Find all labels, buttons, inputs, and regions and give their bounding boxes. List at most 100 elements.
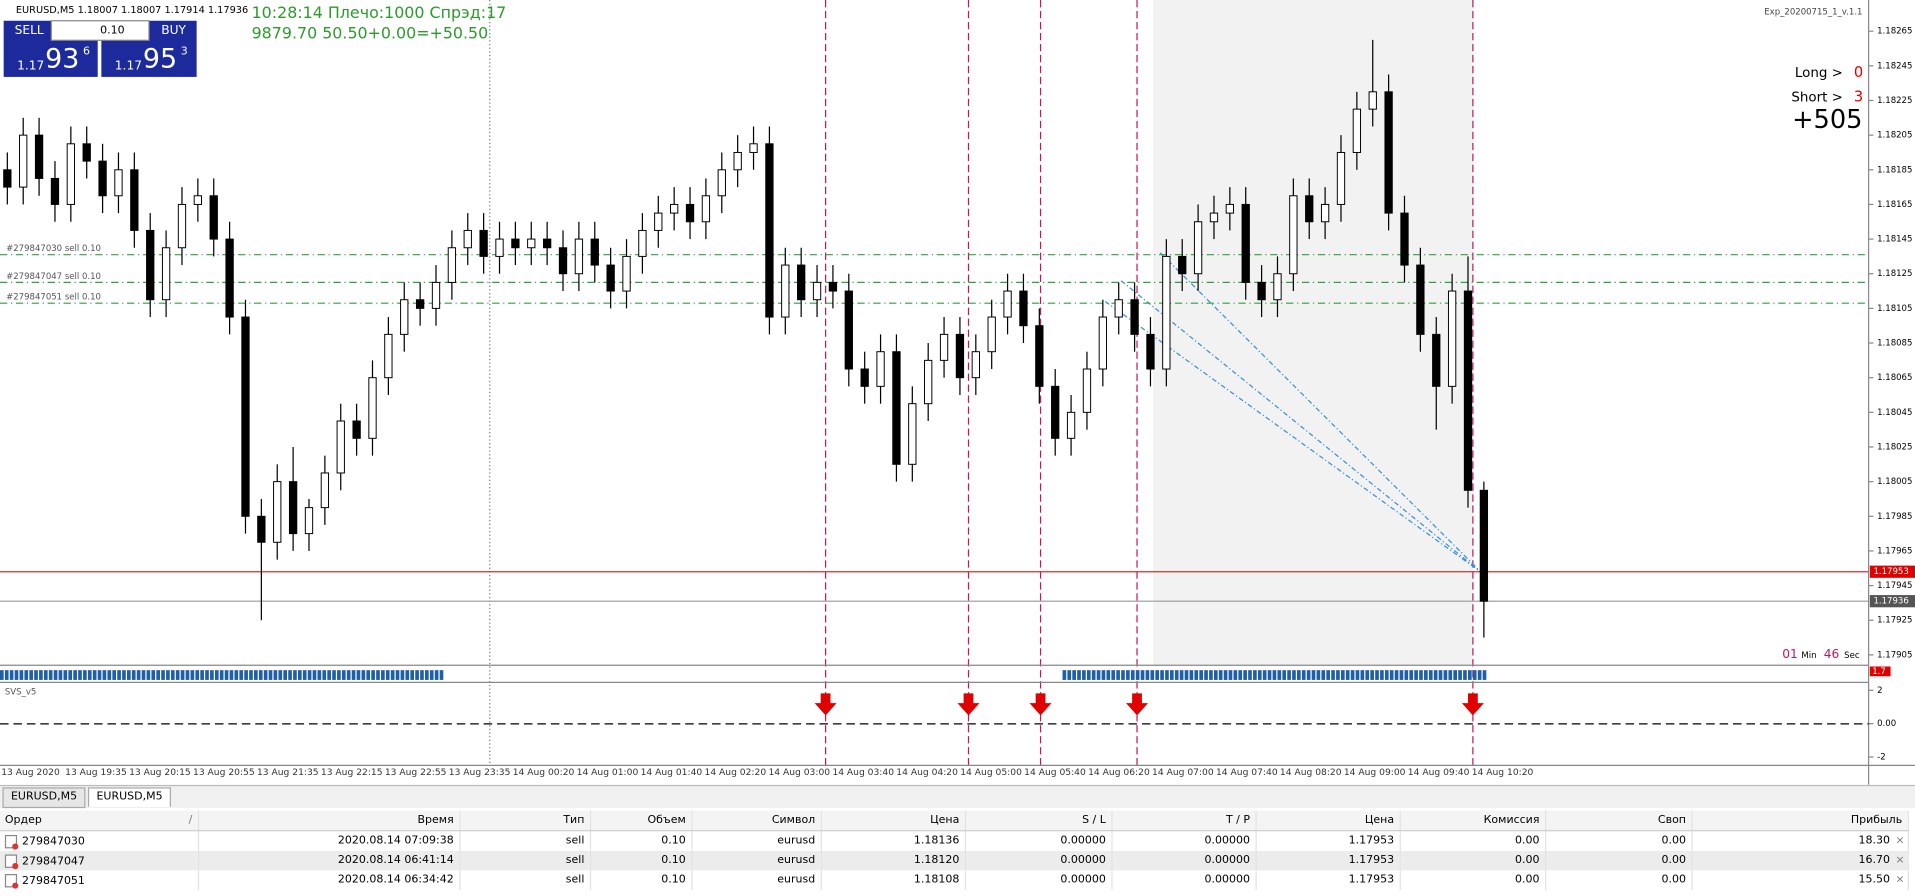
column-header[interactable]: Символ [691,810,822,832]
strip-bar [390,670,395,680]
strip-bar [346,670,351,680]
candle-body [574,238,584,275]
strip-bar [24,670,29,680]
strip-bar [19,670,24,680]
strip-bar [1135,670,1140,680]
cell: 279847051 [0,870,199,890]
cell: 0.00000 [964,830,1112,851]
cell-text: 279847051 [21,874,85,887]
order-row[interactable]: 279847047 2020.08.14 06:41:14 sell 0.10 euru… [0,850,1909,871]
candle-body [447,247,457,283]
candle-body [1416,264,1425,335]
x-tick-label: 14 Aug 06:20 [1088,768,1150,778]
cell-text: 0.00000 [1060,874,1106,887]
candle-body [193,195,203,205]
candle-body [114,169,123,197]
price-box-label: 1.17953 [1873,567,1908,577]
column-header[interactable]: S / L [964,810,1112,832]
order-row[interactable]: 279847030 2020.08.14 07:09:38 sell 0.10 euru… [0,830,1909,851]
long-count: 0 [1854,64,1863,81]
column-header[interactable]: Время [197,810,460,832]
cell: 16.70 × [1691,850,1909,871]
strip-bar [283,670,288,680]
candle-body [733,151,742,171]
column-header[interactable]: Своп [1544,810,1693,832]
column-header[interactable]: Тип [459,810,591,832]
strip-bar [1238,670,1243,680]
strip-bar [229,670,234,680]
strip-bar [1477,670,1482,680]
x-tick-label: 14 Aug 05:00 [960,768,1022,778]
strip-bar [1209,670,1213,680]
column-header[interactable]: Прибыль [1691,810,1909,832]
strip-bar [97,670,102,680]
column-header[interactable]: Цена [1255,810,1401,832]
order-icon [4,873,19,889]
candle-body [1273,273,1282,301]
order-row[interactable]: 279847051 2020.08.14 06:34:42 sell 0.10 euru… [0,870,1909,890]
header-label: T / P [1225,814,1251,827]
cell: sell [459,850,591,871]
header-label: Прибыль [1850,814,1903,827]
strip-bar [1306,670,1311,680]
cell: 18.30 × [1691,830,1909,851]
ask-big: 1.17 [115,58,142,72]
y-tick-label: 2 [1877,686,1882,696]
strip-bar [1233,670,1238,680]
strip-bar [273,670,278,680]
strip-bar [1253,670,1257,680]
cell: 1.17953 [1255,850,1401,871]
strip-bar [1321,670,1326,680]
candle-body [797,264,806,301]
strip-bar [376,670,380,680]
strip-bar [200,670,204,680]
profit: +505 [1792,105,1862,135]
strip-bar [400,670,405,680]
strip-bar [1375,670,1379,680]
chart-tab[interactable]: EURUSD,M5 [87,787,172,807]
cell-text: 0.00 [1661,874,1687,887]
column-header[interactable]: T / P [1111,810,1257,832]
strip-bar [1472,670,1477,680]
strip-bar [1145,670,1150,680]
candle-body [415,299,425,309]
x-tick-label: 14 Aug 03:40 [832,768,894,778]
x-tick-label: 13 Aug 2020 [1,768,60,778]
candle-body [3,169,12,188]
trade-link [1159,252,1482,573]
cell-text: 1.17953 [1348,874,1395,887]
strip-bar [195,670,200,680]
candle-body [685,203,695,223]
cell-text: 1.18108 [913,874,960,887]
column-header[interactable]: Объем [589,810,692,832]
candle-body [161,247,171,301]
close-order[interactable]: × [1895,874,1905,887]
strip-bar [366,670,371,680]
y-tick-label: 1.18205 [1877,131,1912,141]
strip-bar [1116,670,1120,680]
strip-bar [170,670,175,680]
close-order[interactable]: × [1895,854,1905,867]
candle-body [1146,333,1155,370]
lot-field[interactable] [50,20,150,41]
chart-tab[interactable]: EURUSD,M5 [2,787,86,809]
lot-value: 0.10 [100,24,124,37]
column-header[interactable]: Ордер / [0,810,199,832]
y-tick-label: 1.17945 [1877,581,1912,591]
x-tick-label: 13 Aug 19:35 [65,768,127,778]
cell: 0.10 [589,870,692,890]
column-header[interactable]: Комиссия [1399,810,1546,832]
candle-body [1193,221,1203,275]
column-header[interactable]: Цена [820,810,966,832]
strip-bar [1287,670,1291,680]
candle-body [273,481,282,543]
y-tick-label: 0.00 [1877,719,1896,729]
candle-body [876,351,885,387]
candle-body [225,238,234,318]
strip-bar [395,670,400,680]
cell-text: 0.00 [1514,834,1540,848]
close-order[interactable]: × [1895,834,1905,848]
x-tick-label: 13 Aug 20:15 [129,768,191,778]
strip-bar [1282,670,1287,680]
candle-body [606,264,615,292]
